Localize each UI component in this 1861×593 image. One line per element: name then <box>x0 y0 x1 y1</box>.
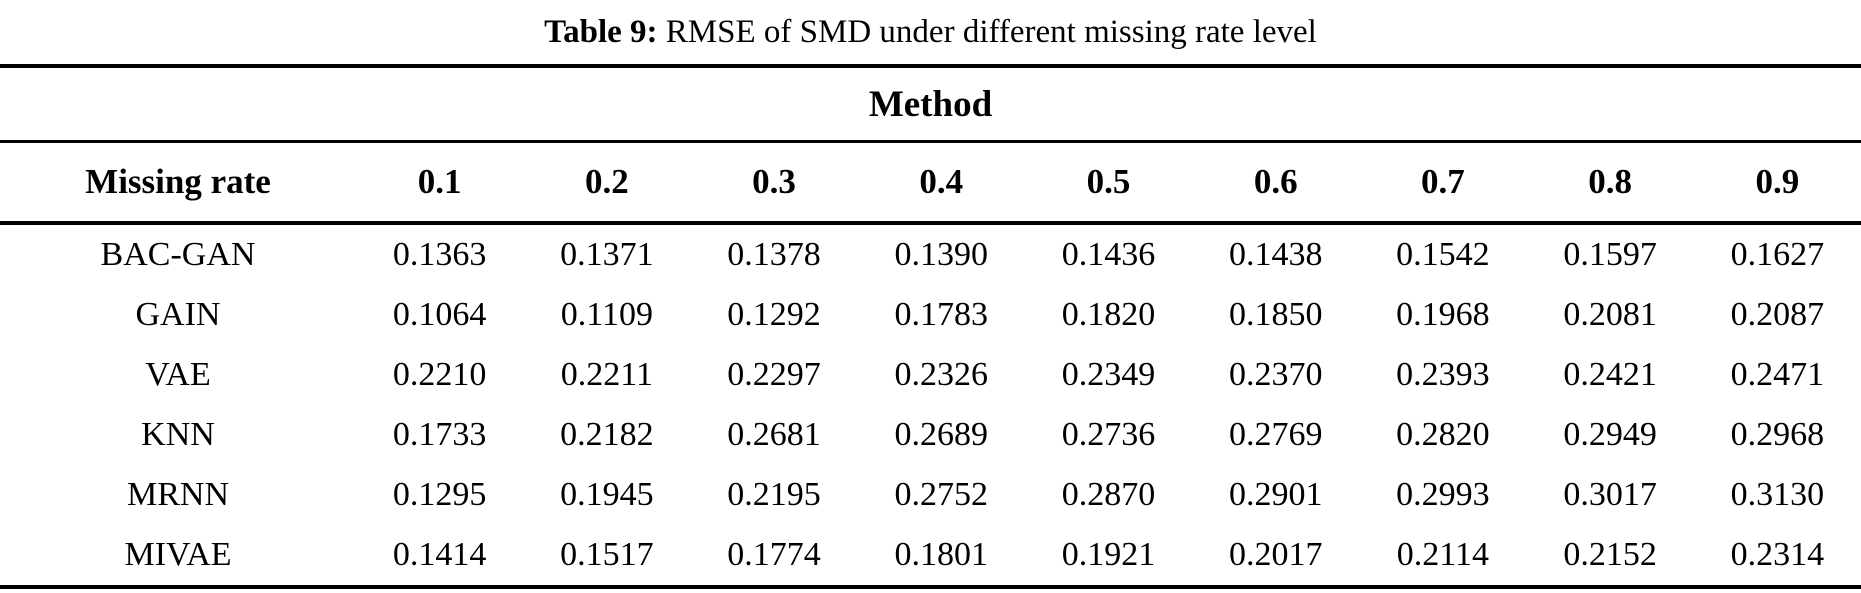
value-cell: 0.1921 <box>1024 525 1193 589</box>
col-header: 0.1 <box>356 141 524 225</box>
value-cell: 0.1820 <box>1061 296 1156 333</box>
method-cell: MRNN <box>126 476 230 513</box>
value-cell: 0.2182 <box>560 416 654 453</box>
value-cell: 0.2195 <box>727 476 821 513</box>
value-cell: 0.1774 <box>690 525 858 589</box>
row-header-label: Missing rate <box>0 141 356 225</box>
col-header: 0.3 <box>690 141 858 225</box>
value-cell: 0.1363 <box>392 236 487 273</box>
table-row: MRNN 0.1295 0.1945 0.2195 0.2752 0.2870 … <box>0 465 1861 525</box>
value-cell: 0.2736 <box>1061 416 1156 453</box>
value-cell: 0.1627 <box>1730 236 1825 273</box>
value-cell: 0.2471 <box>1730 356 1825 393</box>
value-cell: 0.2870 <box>1061 476 1156 513</box>
value-cell: 0.2211 <box>560 356 653 393</box>
value-cell: 0.1597 <box>1563 236 1657 273</box>
value-cell: 0.1436 <box>1061 236 1156 273</box>
table-caption-label: Table 9: <box>544 13 658 50</box>
table-row: VAE 0.2210 0.2211 0.2297 0.2326 0.2349 0… <box>0 345 1861 405</box>
value-cell: 0.2370 <box>1228 356 1323 393</box>
value-cell: 0.1109 <box>560 296 653 333</box>
table-row: KNN 0.1733 0.2182 0.2681 0.2689 0.2736 0… <box>0 405 1861 465</box>
value-cell: 0.2297 <box>727 356 821 393</box>
value-cell: 0.2087 <box>1730 296 1825 333</box>
value-cell: 0.1542 <box>1396 236 1490 273</box>
table-caption-text: RMSE of SMD under different missing rate… <box>657 13 1317 50</box>
value-cell: 0.2949 <box>1563 416 1657 453</box>
method-cell: VAE <box>145 356 211 393</box>
value-cell: 0.1064 <box>392 296 487 333</box>
col-header: 0.8 <box>1526 141 1694 225</box>
value-cell: 0.2901 <box>1228 476 1323 513</box>
value-cell: 0.1968 <box>1396 296 1490 333</box>
method-cell: GAIN <box>135 296 221 333</box>
table-row: MIVAE 0.1414 0.1517 0.1774 0.1801 0.1921… <box>0 525 1861 589</box>
value-cell: 0.1801 <box>857 525 1025 589</box>
col-header: 0.2 <box>523 141 691 225</box>
value-cell: 0.2114 <box>1359 525 1527 589</box>
value-cell: 0.1438 <box>1228 236 1323 273</box>
value-cell: 0.1517 <box>523 525 691 589</box>
value-cell: 0.2326 <box>894 356 989 393</box>
method-cell: BAC-GAN <box>100 236 256 273</box>
method-cell: MIVAE <box>0 525 356 589</box>
value-cell: 0.1733 <box>392 416 487 453</box>
value-cell: 0.1295 <box>392 476 487 513</box>
value-cell: 0.2210 <box>392 356 487 393</box>
value-cell: 0.2081 <box>1563 296 1657 333</box>
value-cell: 0.2820 <box>1396 416 1490 453</box>
table-row: GAIN 0.1064 0.1109 0.1292 0.1783 0.1820 … <box>0 285 1861 345</box>
col-header: 0.9 <box>1693 141 1861 225</box>
rmse-table: Method Missing rate 0.1 0.2 0.3 0.4 0.5 … <box>0 64 1861 589</box>
column-header-row: Missing rate 0.1 0.2 0.3 0.4 0.5 0.6 0.7… <box>0 141 1861 225</box>
value-cell: 0.2152 <box>1526 525 1694 589</box>
col-header: 0.5 <box>1024 141 1193 225</box>
value-cell: 0.3130 <box>1730 476 1825 513</box>
value-cell: 0.2681 <box>727 416 821 453</box>
value-cell: 0.2349 <box>1061 356 1156 393</box>
value-cell: 0.2689 <box>894 416 989 453</box>
value-cell: 0.1945 <box>560 476 654 513</box>
value-cell: 0.2968 <box>1730 416 1825 453</box>
value-cell: 0.1390 <box>894 236 989 273</box>
value-cell: 0.1378 <box>727 236 821 273</box>
group-header-row: Method <box>0 64 1861 143</box>
table-caption: Table 9: RMSE of SMD under different mis… <box>0 0 1861 64</box>
col-header: 0.7 <box>1359 141 1527 225</box>
group-header: Method <box>0 64 1861 143</box>
value-cell: 0.3017 <box>1563 476 1657 513</box>
value-cell: 0.1292 <box>727 296 821 333</box>
value-cell: 0.2752 <box>894 476 989 513</box>
value-cell: 0.2769 <box>1228 416 1323 453</box>
method-cell: KNN <box>141 416 215 453</box>
value-cell: 0.1850 <box>1228 296 1323 333</box>
col-header: 0.4 <box>857 141 1025 225</box>
value-cell: 0.2314 <box>1693 525 1861 589</box>
value-cell: 0.1371 <box>560 236 654 273</box>
table-row: BAC-GAN 0.1363 0.1371 0.1378 0.1390 0.14… <box>0 223 1861 285</box>
col-header: 0.6 <box>1192 141 1360 225</box>
value-cell: 0.1414 <box>356 525 524 589</box>
value-cell: 0.2393 <box>1396 356 1490 393</box>
value-cell: 0.1783 <box>894 296 989 333</box>
value-cell: 0.2993 <box>1396 476 1490 513</box>
value-cell: 0.2421 <box>1563 356 1657 393</box>
value-cell: 0.2017 <box>1192 525 1360 589</box>
